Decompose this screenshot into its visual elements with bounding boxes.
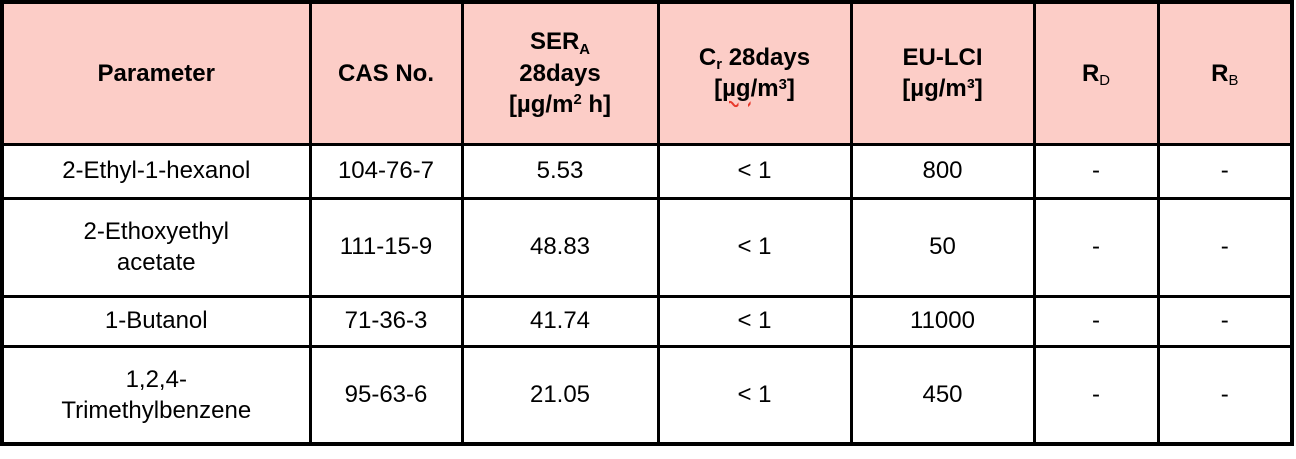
table-row: 2-Ethyl-1-hexanol 104-76-7 5.53 < 1 800 … <box>0 142 1294 200</box>
cell-r-d: - <box>1032 344 1160 446</box>
cell-eu-lci: 450 <box>849 344 1036 446</box>
cell-cas-no: 111-15-9 <box>308 196 464 298</box>
cell-r-b: - <box>1156 294 1294 348</box>
col-header-r-d: RD <box>1032 0 1160 146</box>
table-row: 2-Ethoxyethyl acetate 111-15-9 48.83 < 1… <box>0 196 1294 298</box>
cell-r-d: - <box>1032 196 1160 298</box>
col-header-eu-lci: EU-LCI [µg/m³] <box>849 0 1036 146</box>
cell-parameter: 2-Ethyl-1-hexanol <box>0 142 312 200</box>
table-row: 1,2,4- Trimethylbenzene 95-63-6 21.05 < … <box>0 344 1294 446</box>
col-header-cr-28days: Cr 28days [µg/m3] <box>656 0 853 146</box>
col-header-ser-a-28days: SERA 28days [µg/m2 h] <box>460 0 660 146</box>
emission-results-table: Parameter CAS No. SERA 28days [µg/m2 h] Cr… <box>0 0 1294 446</box>
cell-ser-a: 48.83 <box>460 196 660 298</box>
cell-r-b: - <box>1156 196 1294 298</box>
cell-parameter: 2-Ethoxyethyl acetate <box>0 196 312 298</box>
cell-cas-no: 71-36-3 <box>308 294 464 348</box>
cell-eu-lci: 11000 <box>849 294 1036 348</box>
cell-cr: < 1 <box>656 196 853 298</box>
cell-cr: < 1 <box>656 344 853 446</box>
col-header-cas-no: CAS No. <box>308 0 464 146</box>
cell-ser-a: 21.05 <box>460 344 660 446</box>
col-header-r-b: RB <box>1156 0 1294 146</box>
cell-ser-a: 5.53 <box>460 142 660 200</box>
cell-cas-no: 95-63-6 <box>308 344 464 446</box>
cell-cas-no: 104-76-7 <box>308 142 464 200</box>
cell-r-b: - <box>1156 344 1294 446</box>
cell-ser-a: 41.74 <box>460 294 660 348</box>
cell-eu-lci: 800 <box>849 142 1036 200</box>
cell-r-d: - <box>1032 142 1160 200</box>
col-header-parameter: Parameter <box>0 0 312 146</box>
table-row: 1-Butanol 71-36-3 41.74 < 1 11000 - - <box>0 294 1294 348</box>
cell-cr: < 1 <box>656 294 853 348</box>
cell-parameter: 1-Butanol <box>0 294 312 348</box>
cell-parameter: 1,2,4- Trimethylbenzene <box>0 344 312 446</box>
cell-r-b: - <box>1156 142 1294 200</box>
cell-cr: < 1 <box>656 142 853 200</box>
cell-eu-lci: 50 <box>849 196 1036 298</box>
cell-r-d: - <box>1032 294 1160 348</box>
table-header-row: Parameter CAS No. SERA 28days [µg/m2 h] Cr… <box>0 0 1294 146</box>
